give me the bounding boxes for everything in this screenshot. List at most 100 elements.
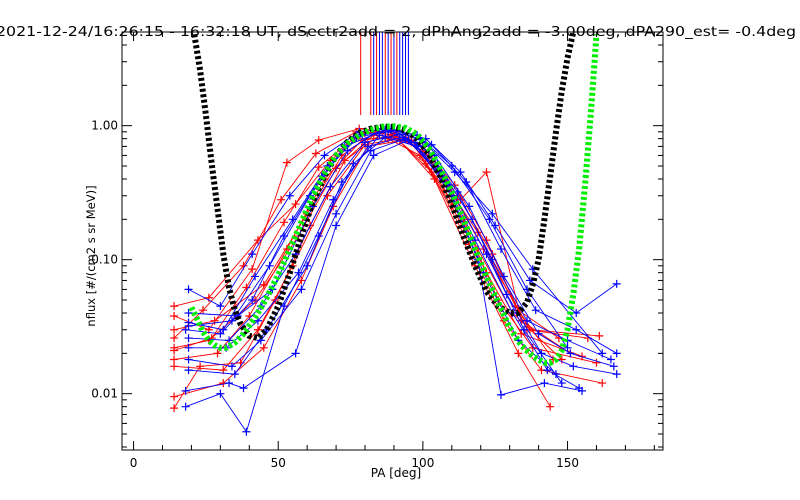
data-point-red: [196, 362, 205, 371]
data-point-blue: [404, 136, 413, 145]
data-point-red: [482, 168, 491, 177]
data-point-red: [546, 402, 555, 411]
fit-curve-green_fit: [188, 34, 600, 366]
plot-axes: 0 50 100 150 0.01 0.10 1.00: [91, 31, 664, 470]
data-point-blue: [488, 209, 497, 218]
data-point-blue: [251, 272, 260, 281]
data-point-red: [277, 195, 286, 204]
data-point-blue: [482, 250, 491, 259]
data-point-blue: [606, 355, 615, 364]
data-point-blue: [496, 390, 505, 399]
data-point-blue: [496, 245, 505, 254]
data-point-red: [248, 265, 257, 274]
data-point-red: [595, 331, 604, 340]
data-point-blue: [297, 285, 306, 294]
data-point-red: [598, 379, 607, 388]
x-tick-label: 100: [411, 456, 434, 470]
data-point-blue: [181, 402, 190, 411]
plot-series: [170, 32, 621, 436]
data-point-blue: [499, 272, 508, 281]
data-point-blue: [248, 250, 257, 259]
x-axis-label: PA [deg]: [371, 466, 421, 480]
x-tick-label: 0: [130, 456, 138, 470]
x-tick-label: 150: [556, 456, 579, 470]
data-line-red: [173, 134, 563, 409]
data-point-blue: [572, 309, 581, 318]
data-point-blue: [468, 215, 477, 224]
data-point-blue: [598, 349, 607, 358]
data-point-blue: [572, 325, 581, 334]
plot-frame: [121, 31, 664, 451]
data-point-blue: [447, 162, 456, 171]
data-point-blue: [577, 386, 586, 395]
data-point-blue: [485, 215, 494, 224]
data-point-blue: [184, 366, 193, 375]
data-point-blue: [326, 182, 335, 191]
data-point-blue: [369, 151, 378, 160]
data-point-red: [199, 306, 208, 315]
data-point-red: [314, 136, 323, 145]
data-point-blue: [225, 379, 234, 388]
data-point-blue: [291, 349, 300, 358]
data-point-blue: [248, 296, 257, 305]
data-line-blue: [185, 139, 583, 396]
data-point-red: [170, 343, 179, 352]
data-point-blue: [332, 209, 341, 218]
data-point-blue: [540, 379, 549, 388]
data-point-blue: [184, 309, 193, 318]
y-axis-label: nflux [#/(cm2 s sr MeV)]: [84, 185, 98, 326]
data-point-blue: [227, 362, 236, 371]
data-point-red: [170, 355, 179, 364]
data-point-red: [170, 392, 179, 401]
data-point-blue: [332, 221, 341, 230]
data-point-red: [282, 158, 291, 167]
data-point-blue: [184, 321, 193, 330]
data-point-red: [528, 343, 537, 352]
data-point-blue: [184, 334, 193, 343]
data-point-blue: [184, 343, 193, 352]
data-point-red: [311, 149, 320, 158]
data-point-blue: [343, 146, 352, 155]
data-point-blue: [534, 329, 543, 338]
data-point-blue: [216, 302, 225, 311]
data-point-red: [514, 349, 523, 358]
data-point-blue: [216, 389, 225, 398]
data-point-blue: [566, 349, 575, 358]
data-point-blue: [410, 138, 419, 147]
data-point-blue: [531, 306, 540, 315]
data-point-blue: [557, 379, 566, 388]
data-point-blue: [450, 168, 459, 177]
data-point-blue: [537, 349, 546, 358]
data-point-blue: [465, 202, 474, 211]
data-point-red: [170, 334, 179, 343]
data-point-blue: [242, 427, 251, 436]
data-point-blue: [337, 177, 346, 186]
data-point-blue: [239, 384, 248, 393]
data-point-red: [210, 316, 219, 325]
y-tick-label: 0.10: [91, 253, 118, 267]
data-point-red: [314, 163, 323, 172]
data-point-blue: [543, 366, 552, 375]
data-point-red: [170, 311, 179, 320]
data-point-blue: [381, 125, 390, 134]
data-point-blue: [563, 343, 572, 352]
data-point-red: [557, 355, 566, 364]
data-point-red: [259, 343, 268, 352]
y-tick-label: 1.00: [91, 119, 118, 133]
data-point-red: [170, 362, 179, 371]
data-point-blue: [227, 316, 236, 325]
data-point-blue: [265, 261, 274, 270]
data-point-blue: [184, 355, 193, 364]
data-point-blue: [612, 279, 621, 288]
data-point-blue: [551, 370, 560, 379]
data-point-blue: [320, 151, 329, 160]
data-point-red: [297, 276, 306, 285]
data-point-red: [259, 280, 268, 289]
data-point-blue: [525, 276, 534, 285]
plot-clipped-layer: [170, 32, 621, 436]
x-tick-label: 50: [271, 456, 286, 470]
data-line-red: [174, 134, 554, 360]
data-point-red: [170, 302, 179, 311]
